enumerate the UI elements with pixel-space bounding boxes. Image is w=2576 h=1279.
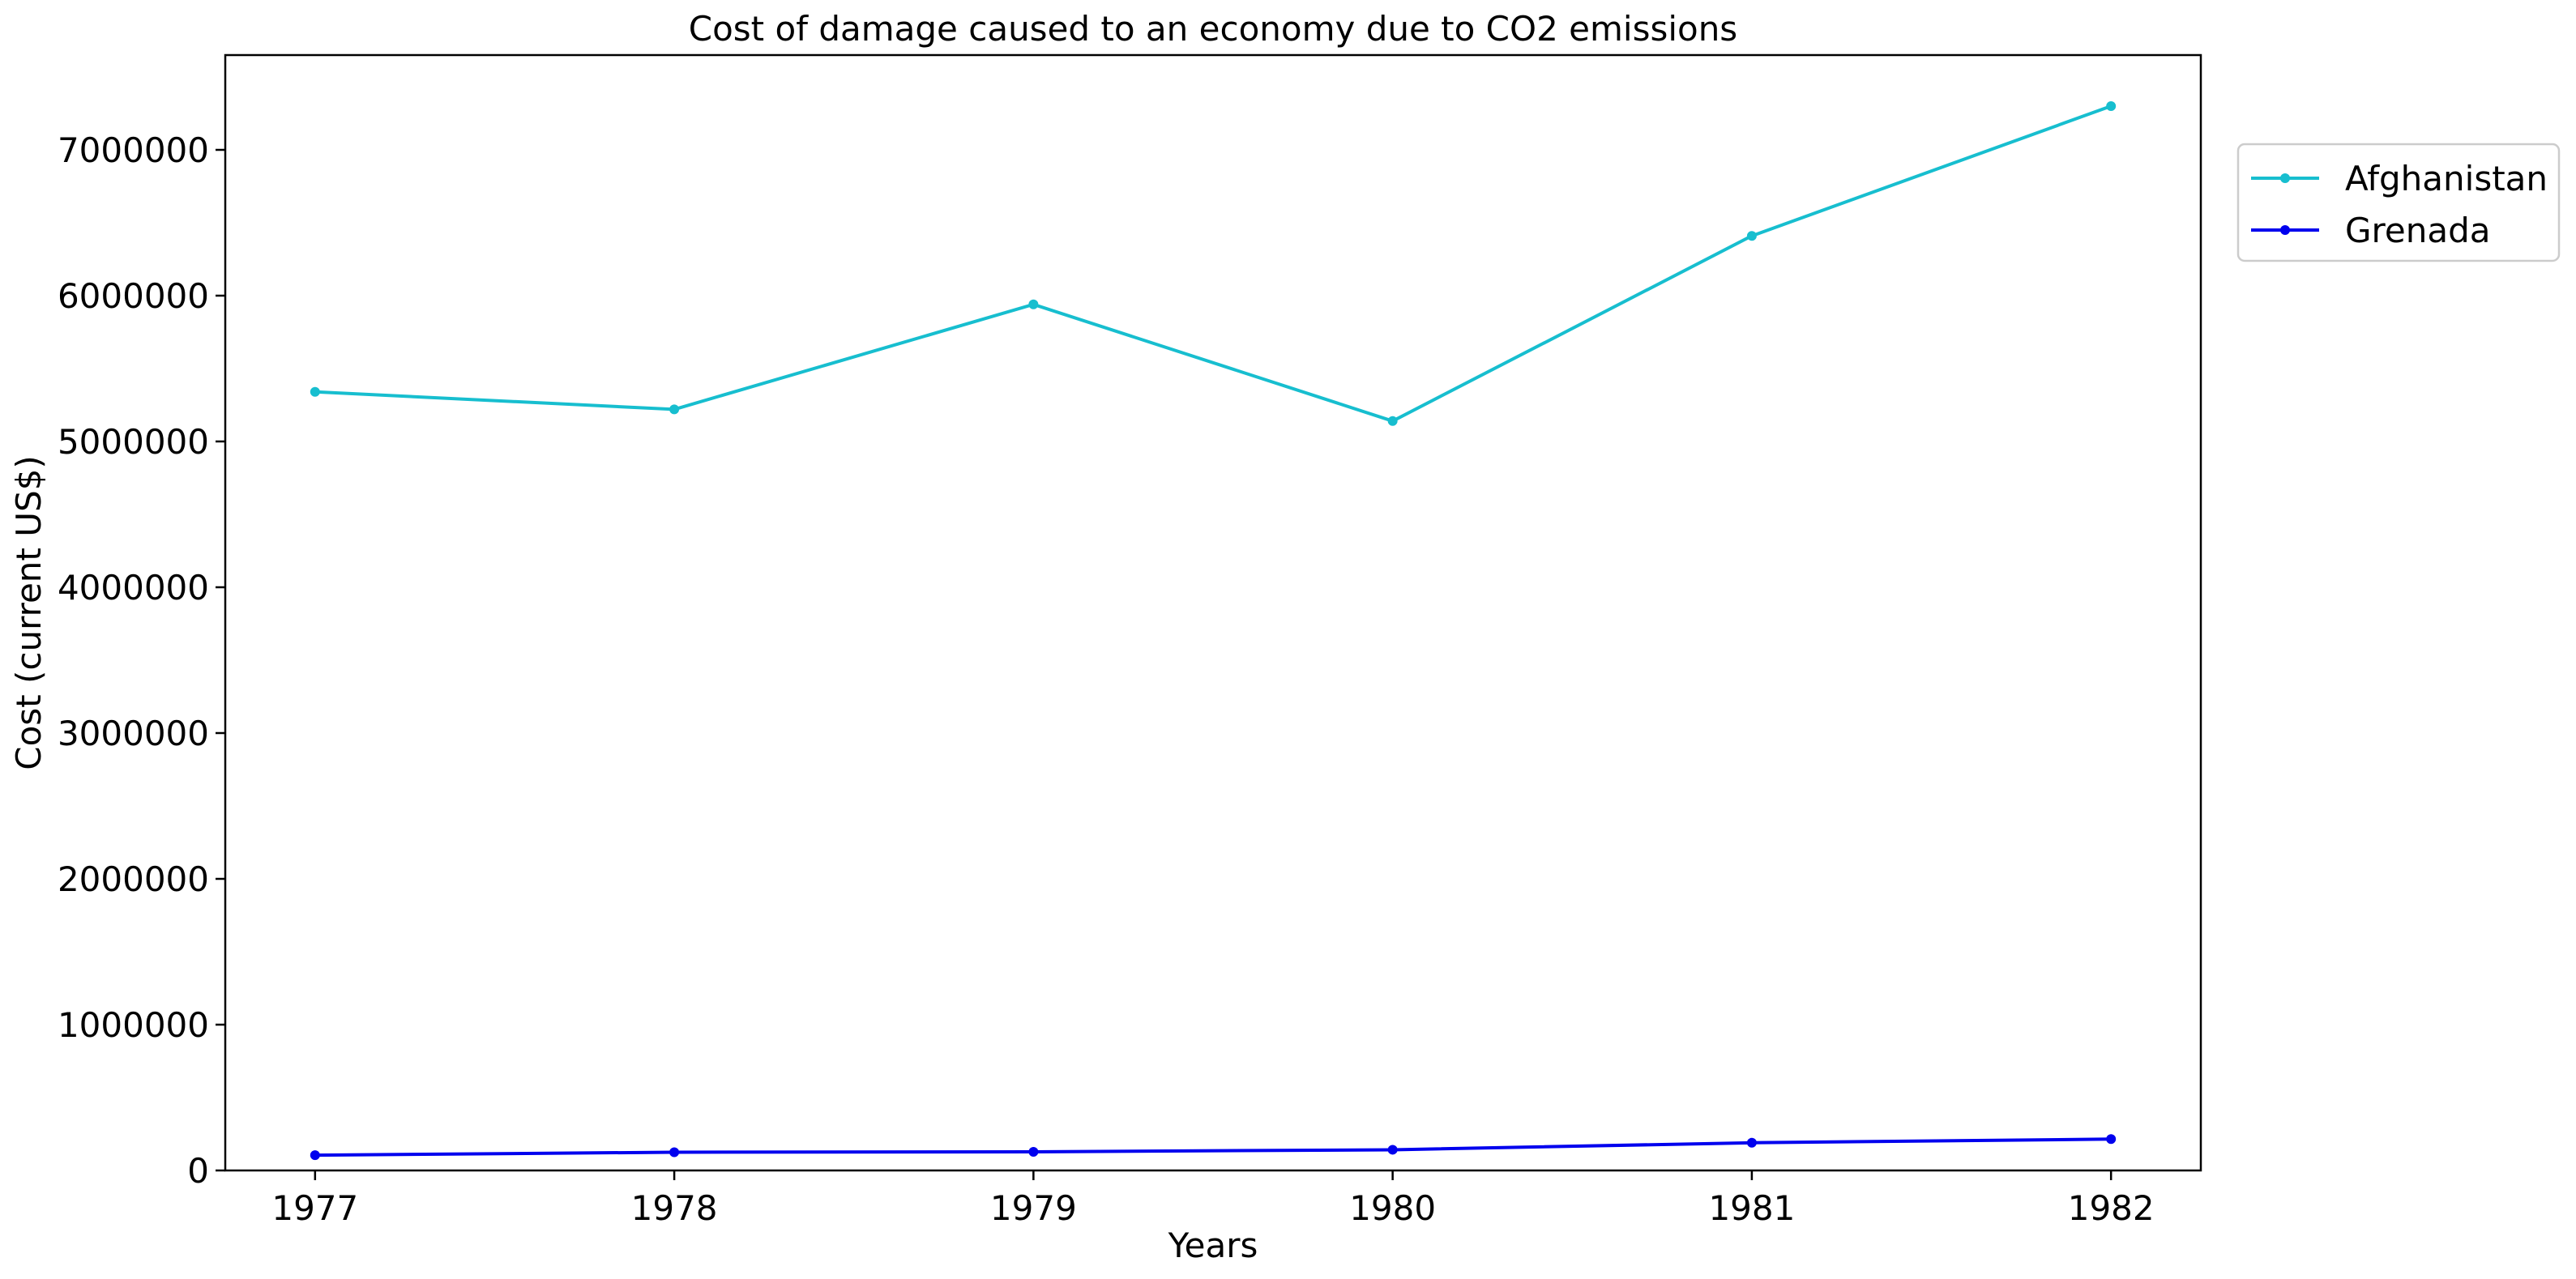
data-point-afghanistan — [310, 386, 320, 397]
data-point-grenada — [1746, 1137, 1757, 1148]
y-tick-label: 4000000 — [58, 568, 209, 608]
data-point-afghanistan — [2106, 101, 2117, 111]
y-axis: 0 1000000 2000000 3000000 4000000 5000000 6000… — [58, 130, 225, 1191]
series-grenada — [310, 1134, 2117, 1161]
legend-marker — [2280, 173, 2290, 183]
plot-frame — [224, 53, 2202, 1172]
data-point-grenada — [2106, 1134, 2117, 1145]
data-point-afghanistan — [1028, 299, 1039, 309]
legend: Afghanistan Grenada — [2236, 143, 2561, 262]
data-point-grenada — [1028, 1146, 1039, 1157]
x-tick-label: 1980 — [1349, 1188, 1436, 1228]
y-axis-label: Cost (current US$) — [9, 455, 49, 770]
x-axis: 1977 1978 1979 1980 1981 1982 — [271, 1170, 2155, 1228]
y-tick-label: 3000000 — [58, 714, 209, 753]
legend-label: Grenada — [2345, 211, 2490, 250]
legend-marker — [2280, 225, 2290, 235]
x-axis-label: Years — [1168, 1226, 1258, 1265]
data-point-grenada — [669, 1147, 680, 1157]
data-point-afghanistan — [1387, 416, 1398, 426]
x-tick-label: 1982 — [2068, 1188, 2155, 1228]
data-point-grenada — [1387, 1145, 1398, 1155]
data-point-afghanistan — [1746, 231, 1757, 241]
plot-area — [310, 101, 2117, 1161]
y-tick-label: 6000000 — [58, 276, 209, 316]
series-line-afghanistan — [314, 104, 2112, 423]
legend-label: Afghanistan — [2345, 159, 2548, 198]
x-tick-label: 1981 — [1708, 1188, 1795, 1228]
series-afghanistan — [310, 101, 2117, 426]
chart-title: Cost of damage caused to an economy due … — [689, 9, 1737, 49]
legend-item-afghanistan: Afghanistan — [2251, 159, 2548, 198]
legend-item-grenada: Grenada — [2251, 211, 2490, 250]
x-tick-label: 1979 — [990, 1188, 1077, 1228]
y-tick-label: 7000000 — [58, 130, 209, 170]
data-point-afghanistan — [669, 404, 680, 415]
y-tick-label: 5000000 — [58, 422, 209, 462]
data-point-grenada — [310, 1150, 320, 1161]
series-line-grenada — [314, 1137, 2112, 1157]
y-tick-label: 2000000 — [58, 859, 209, 899]
y-tick-label: 0 — [187, 1151, 209, 1191]
x-tick-label: 1978 — [631, 1188, 718, 1228]
x-tick-label: 1977 — [271, 1188, 358, 1228]
y-tick-label: 1000000 — [58, 1005, 209, 1045]
